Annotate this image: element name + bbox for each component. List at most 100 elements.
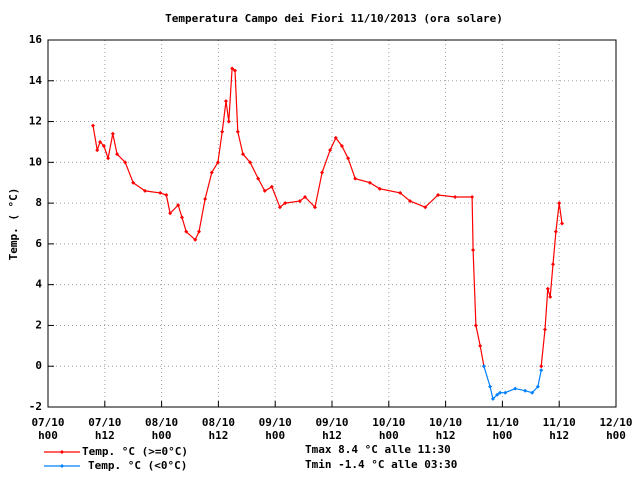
y-tick-label: 14 xyxy=(29,74,43,87)
data-point xyxy=(513,386,518,391)
data-point xyxy=(223,99,228,104)
data-point xyxy=(471,248,476,253)
y-tick-label: -2 xyxy=(29,400,42,413)
y-tick-label: 16 xyxy=(29,33,43,46)
data-point xyxy=(495,392,500,397)
data-point xyxy=(539,368,544,373)
data-point xyxy=(553,229,558,234)
x-tick-label: 09/10 h12 xyxy=(315,416,349,442)
data-point xyxy=(262,188,267,193)
chart-title: Temperatura Campo dei Fiori 11/10/2013 (… xyxy=(165,12,503,25)
data-point xyxy=(481,364,486,369)
data-point xyxy=(95,148,100,153)
data-point xyxy=(488,384,493,389)
data-point xyxy=(436,192,441,197)
data-point xyxy=(110,131,115,136)
x-tick-label: 07/10 h12 xyxy=(88,416,122,442)
data-point xyxy=(235,129,240,134)
data-point xyxy=(557,201,562,206)
data-point xyxy=(543,327,547,332)
data-point xyxy=(548,294,553,299)
data-point xyxy=(320,170,325,175)
data-point xyxy=(551,262,556,267)
annotation: Tmax 8.4 °C alle 11:30 xyxy=(305,443,451,456)
data-point xyxy=(196,229,201,234)
data-point xyxy=(346,156,351,161)
data-point xyxy=(367,180,372,185)
data-point xyxy=(560,221,565,226)
data-point xyxy=(523,388,528,393)
data-point xyxy=(269,184,274,189)
data-point xyxy=(90,123,95,128)
data-point xyxy=(353,176,358,181)
data-point xyxy=(283,201,288,206)
data-point xyxy=(123,160,128,165)
data-point xyxy=(131,180,136,185)
data-point xyxy=(539,364,544,369)
data-point xyxy=(115,152,120,157)
data-point xyxy=(473,323,478,328)
data-point xyxy=(226,119,231,124)
y-tick-label: 12 xyxy=(29,115,42,128)
x-tick-label: 10/10 h12 xyxy=(429,416,463,442)
data-point xyxy=(398,190,403,195)
data-point xyxy=(203,197,208,202)
y-tick-label: 0 xyxy=(35,359,42,372)
data-point xyxy=(478,343,483,348)
data-point xyxy=(312,205,317,210)
data-point xyxy=(184,229,189,234)
data-point xyxy=(98,139,103,144)
data-point xyxy=(215,160,220,165)
data-point xyxy=(277,205,282,210)
data-point xyxy=(209,170,214,175)
legend-label: Temp. °C (<0°C) xyxy=(88,459,187,472)
y-tick-label: 8 xyxy=(35,196,42,209)
data-point xyxy=(339,144,344,149)
data-point xyxy=(530,390,535,395)
data-point xyxy=(248,160,253,165)
x-tick-label: 09/10 h00 xyxy=(258,416,292,442)
data-point xyxy=(168,211,173,216)
data-point xyxy=(143,188,148,193)
data-point xyxy=(535,384,540,389)
x-tick-label: 08/10 h12 xyxy=(201,416,235,442)
data-point xyxy=(106,156,111,161)
data-point xyxy=(470,194,475,199)
annotation: Tmin -1.4 °C alle 03:30 xyxy=(305,458,457,471)
data-point xyxy=(193,237,198,242)
data-point xyxy=(101,144,106,149)
data-point xyxy=(256,176,261,181)
y-axis-label: Temp. ( °C) xyxy=(7,188,20,261)
data-point xyxy=(490,396,495,401)
data-point xyxy=(230,66,235,71)
data-point xyxy=(408,199,413,204)
data-point xyxy=(232,68,237,73)
legend-marker xyxy=(60,464,64,468)
data-point xyxy=(503,390,508,395)
data-point xyxy=(241,152,246,157)
legend-label: Temp. °C (>=0°C) xyxy=(82,445,188,458)
data-point xyxy=(176,203,181,208)
data-point xyxy=(158,190,163,195)
data-point xyxy=(297,199,302,204)
data-point xyxy=(423,205,428,210)
data-point xyxy=(164,192,169,197)
x-tick-label: 11/10 h12 xyxy=(542,416,576,442)
x-tick-label: 10/10 h00 xyxy=(372,416,406,442)
series-line xyxy=(92,67,563,367)
plot-frame xyxy=(47,39,617,408)
data-point xyxy=(377,186,382,191)
data-point xyxy=(179,215,184,220)
data-point xyxy=(220,129,225,134)
data-point xyxy=(498,390,503,395)
data-point xyxy=(453,194,458,199)
y-tick-label: 2 xyxy=(35,318,42,331)
x-tick-label: 11/10 h00 xyxy=(485,416,519,442)
y-tick-label: 10 xyxy=(29,155,42,168)
x-tick-label: 12/10 h00 xyxy=(599,416,633,442)
legend-marker xyxy=(60,450,64,454)
data-point xyxy=(303,194,308,199)
data-point xyxy=(328,148,333,153)
